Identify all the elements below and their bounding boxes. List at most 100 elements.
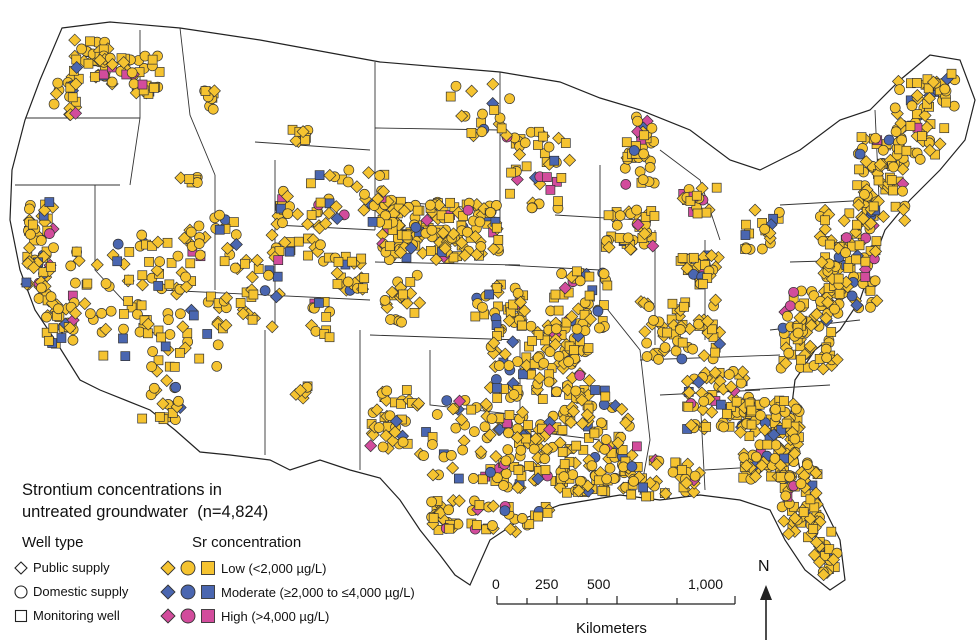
well-point bbox=[710, 347, 720, 358]
well-point bbox=[25, 229, 36, 240]
well-point bbox=[397, 436, 409, 448]
well-point bbox=[868, 201, 879, 212]
well-point bbox=[329, 200, 343, 214]
well-point bbox=[240, 258, 250, 269]
well-point bbox=[869, 275, 881, 287]
well-point bbox=[67, 334, 79, 346]
well-point bbox=[626, 489, 637, 500]
legend-monitoring-well: Monitoring well bbox=[14, 608, 120, 623]
well-point bbox=[565, 310, 579, 324]
well-point bbox=[324, 332, 335, 343]
border-ok-tx bbox=[429, 350, 521, 416]
well-point bbox=[105, 58, 119, 72]
well-point bbox=[553, 480, 567, 494]
well-point bbox=[584, 271, 595, 282]
well-point bbox=[379, 295, 391, 306]
well-point bbox=[421, 427, 431, 437]
well-point bbox=[653, 354, 664, 365]
well-point bbox=[457, 444, 469, 456]
well-point bbox=[211, 317, 225, 331]
well-point bbox=[148, 382, 160, 394]
well-point bbox=[888, 161, 899, 173]
well-point bbox=[27, 219, 38, 230]
well-point bbox=[782, 310, 793, 322]
well-point bbox=[563, 356, 574, 368]
well-point bbox=[163, 314, 174, 326]
well-point bbox=[374, 170, 386, 181]
well-point bbox=[731, 396, 742, 407]
well-point bbox=[784, 471, 795, 483]
well-point bbox=[500, 455, 512, 467]
well-point bbox=[548, 337, 562, 351]
well-point bbox=[865, 301, 876, 313]
well-point bbox=[540, 335, 550, 346]
well-point bbox=[248, 289, 259, 300]
well-point bbox=[646, 239, 660, 253]
well-point bbox=[683, 401, 694, 412]
well-point bbox=[477, 108, 488, 120]
well-point bbox=[370, 403, 384, 417]
well-point bbox=[137, 413, 148, 424]
well-point bbox=[611, 436, 625, 450]
well-point bbox=[602, 240, 616, 254]
well-point bbox=[896, 203, 910, 217]
well-point bbox=[377, 441, 389, 453]
well-point bbox=[533, 371, 547, 385]
well-point bbox=[169, 361, 180, 372]
well-point bbox=[834, 288, 845, 299]
well-point bbox=[545, 185, 556, 195]
well-point bbox=[527, 336, 537, 346]
well-point bbox=[499, 505, 511, 517]
well-point bbox=[429, 253, 443, 267]
well-point bbox=[379, 429, 393, 443]
well-point bbox=[485, 207, 496, 218]
well-point bbox=[303, 250, 313, 261]
well-point bbox=[621, 137, 632, 148]
well-point bbox=[506, 335, 520, 349]
well-point bbox=[284, 246, 295, 257]
well-point bbox=[136, 300, 147, 311]
well-point bbox=[641, 491, 651, 502]
well-point bbox=[276, 203, 286, 214]
sr-heading: Sr concentration bbox=[192, 534, 302, 551]
well-point bbox=[502, 314, 516, 328]
well-point bbox=[649, 211, 660, 221]
well-point bbox=[558, 471, 570, 482]
well-point bbox=[144, 257, 154, 267]
well-point bbox=[291, 207, 305, 221]
well-point bbox=[841, 232, 852, 243]
well-point bbox=[584, 312, 597, 326]
well-point bbox=[564, 415, 578, 429]
well-point bbox=[643, 476, 657, 490]
well-point bbox=[404, 241, 418, 255]
well-point bbox=[517, 320, 527, 331]
well-point bbox=[531, 472, 545, 486]
well-point bbox=[112, 256, 123, 267]
well-point bbox=[680, 476, 694, 490]
us-boundary bbox=[9, 21, 976, 591]
well-point bbox=[409, 307, 420, 318]
well-point bbox=[667, 298, 678, 309]
well-point bbox=[427, 439, 438, 450]
well-point bbox=[724, 380, 738, 394]
well-point bbox=[180, 271, 191, 283]
well-point bbox=[815, 255, 829, 269]
well-point bbox=[117, 56, 131, 69]
well-point bbox=[455, 413, 469, 427]
well-point bbox=[420, 213, 434, 227]
well-point bbox=[23, 241, 37, 255]
well-point bbox=[277, 217, 288, 229]
well-point bbox=[615, 402, 629, 416]
well-point bbox=[162, 237, 173, 248]
well-point bbox=[70, 61, 84, 75]
well-point bbox=[444, 523, 455, 534]
well-point bbox=[343, 164, 355, 176]
well-point bbox=[776, 425, 787, 435]
well-point bbox=[301, 217, 315, 231]
well-point bbox=[358, 283, 368, 294]
well-point bbox=[638, 227, 652, 241]
well-point bbox=[846, 290, 858, 302]
well-point bbox=[207, 103, 219, 115]
well-point bbox=[381, 385, 393, 397]
well-point bbox=[571, 323, 583, 335]
